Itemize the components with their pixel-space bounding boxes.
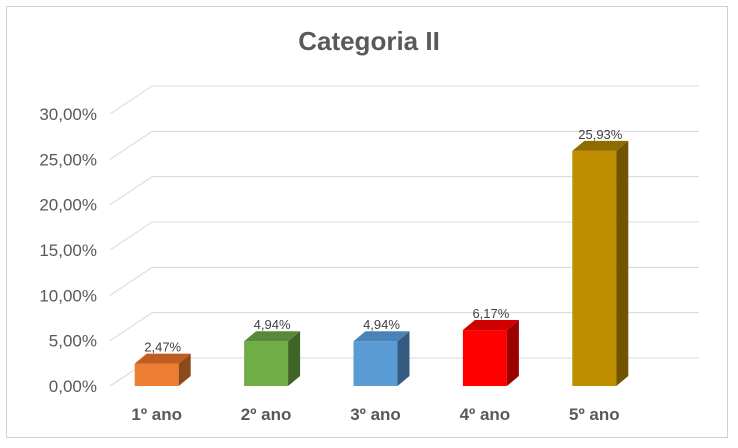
x-tick-label: 2º ano	[241, 405, 292, 424]
y-axis-ticks: 0,00% 5,00% 10,00% 15,00% 20,00% 25,00% 30,00%	[39, 105, 97, 396]
x-axis-ticks: 1º ano 2º ano 3º ano 4º ano 5º ano	[131, 405, 619, 424]
data-label: 2,47%	[144, 340, 181, 355]
x-tick-label: 1º ano	[131, 405, 182, 424]
bar-top-1	[134, 353, 191, 364]
bar-top-4	[462, 320, 519, 331]
bar-front-3	[353, 341, 398, 386]
y-tick-label: 5,00%	[49, 332, 97, 351]
bar-side-5	[616, 140, 629, 386]
gridline-slant-2	[109, 266, 153, 296]
y-tick-label: 30,00%	[39, 105, 97, 124]
bar-front-4	[462, 330, 507, 386]
x-tick-label: 4º ano	[460, 405, 511, 424]
y-tick-label: 0,00%	[49, 377, 97, 396]
data-label: 4,94%	[363, 317, 400, 332]
chart-title: Categoria II	[298, 26, 440, 56]
gridline-slant-1	[109, 312, 153, 342]
x-tick-label: 5º ano	[569, 405, 620, 424]
y-tick-label: 20,00%	[39, 196, 97, 215]
bar-side-3	[397, 331, 410, 386]
data-label: 25,93%	[578, 127, 623, 142]
bar-top-3	[353, 331, 410, 342]
gridline-slant-4	[109, 176, 153, 206]
data-labels: 2,47% 4,94% 4,94% 6,17% 25,93%	[144, 127, 623, 355]
gridline-slant-5	[109, 130, 153, 160]
bar-top-5	[572, 140, 629, 151]
bar-side-2	[288, 331, 301, 386]
gridline-slant-3	[109, 221, 153, 251]
bar-side-4	[506, 320, 519, 386]
bars	[134, 140, 629, 386]
y-tick-label: 10,00%	[39, 286, 97, 305]
bar-top-2	[244, 331, 301, 342]
y-tick-label: 25,00%	[39, 150, 97, 169]
bar-front-5	[572, 150, 617, 386]
y-tick-label: 15,00%	[39, 241, 97, 260]
data-label: 6,17%	[472, 306, 509, 321]
x-tick-label: 3º ano	[350, 405, 401, 424]
bar-front-1	[134, 363, 179, 386]
bar-front-2	[244, 341, 289, 386]
data-label: 4,94%	[254, 317, 291, 332]
bar-side-1	[178, 353, 191, 386]
gridline-slant-6	[109, 85, 153, 115]
